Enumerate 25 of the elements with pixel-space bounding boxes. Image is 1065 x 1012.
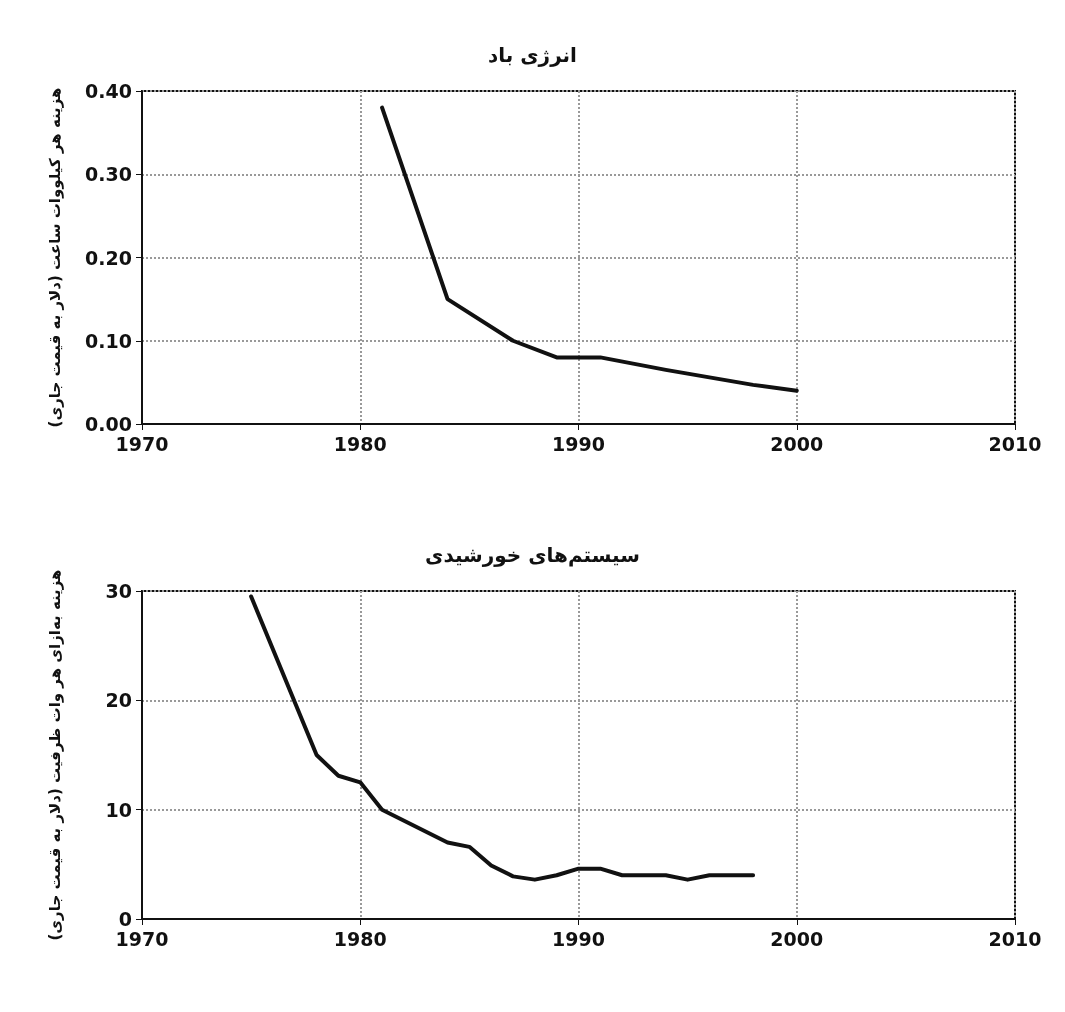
x-tick-label: 1990 <box>552 432 605 455</box>
x-tick-label: 2000 <box>770 432 824 455</box>
x-tick-label: 1970 <box>115 432 169 455</box>
y-tick-label: 0.30 <box>85 163 132 186</box>
y-tick-label: 30 <box>105 580 132 602</box>
x-tick-label: 2010 <box>988 432 1042 455</box>
y-tick-label: 10 <box>105 798 132 821</box>
y-tick-label: 20 <box>105 689 132 712</box>
line-series <box>249 594 756 882</box>
chart-title: انرژی باد <box>488 43 577 67</box>
y-tick-label: 0.00 <box>85 413 132 435</box>
y-tick-label: 0.40 <box>85 80 132 102</box>
x-tick-label: 1980 <box>333 927 387 950</box>
x-tick-label: 2010 <box>988 927 1042 950</box>
x-tick-label: 1980 <box>333 432 387 455</box>
x-tick-label: 1970 <box>115 927 169 950</box>
x-tick-label: 1990 <box>552 927 605 950</box>
y-tick-label: 0.20 <box>85 246 132 269</box>
y-axis-title: هزینه به‌ازای هر وات ظرفیت (دلار به قیمت جاری) <box>45 569 64 941</box>
y-axis-title: هزینه هر کیلووات ساعت (دلار به قیمت جاری) <box>45 87 64 428</box>
y-tick-label: 0 <box>118 908 132 930</box>
y-tick-label: 0.10 <box>85 329 132 352</box>
chart-title: سیستم‌های خورشیدی <box>425 543 640 567</box>
line-series <box>380 105 799 393</box>
x-tick-label: 2000 <box>770 927 824 950</box>
